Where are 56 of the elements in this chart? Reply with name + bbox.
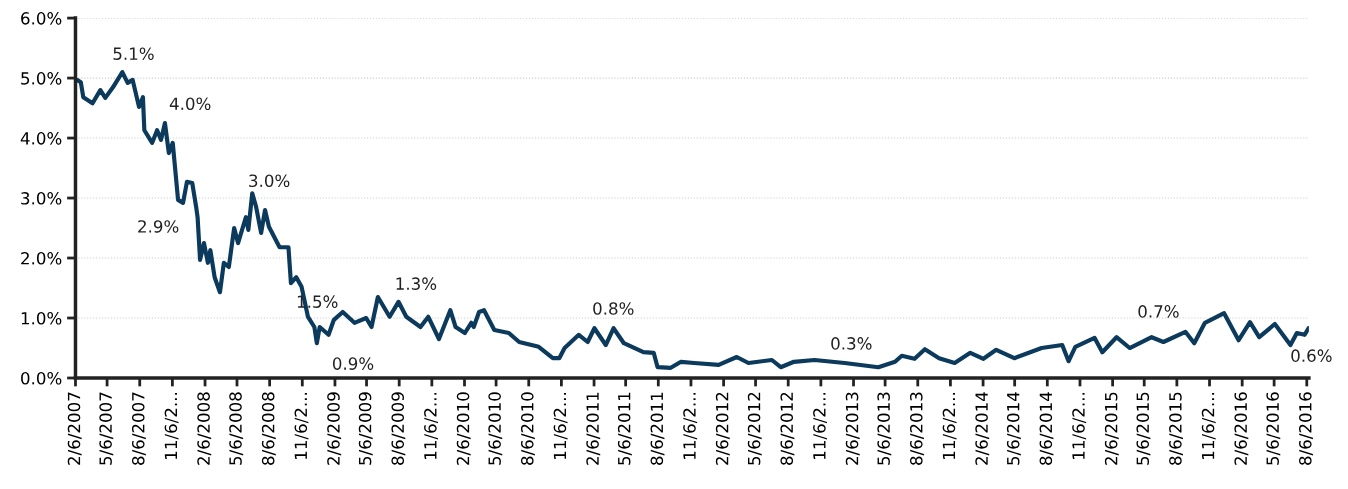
x-tick-label: 8/6/2010 <box>520 392 535 465</box>
annotation: 5.1% <box>113 47 154 60</box>
x-tick-label: 2/6/2013 <box>845 392 860 465</box>
x-tick-label: 5/6/2007 <box>99 392 114 465</box>
x-tick-label: 5/6/2012 <box>747 392 762 465</box>
annotation: 2.9% <box>138 220 179 233</box>
x-tick-label: 11/6/2... <box>553 392 568 459</box>
x-tick-label: 2/6/2011 <box>586 392 601 465</box>
x-tick-label: 11/6/2... <box>813 392 828 459</box>
y-tick-label: 5.0% <box>21 72 62 85</box>
x-tick-label: 8/6/2013 <box>909 392 924 465</box>
x-tick-label: 5/6/2016 <box>1266 392 1281 465</box>
y-tick-label: 4.0% <box>20 132 62 145</box>
annotation: 0.6% <box>1291 349 1332 362</box>
annotation: 0.7% <box>1138 305 1179 318</box>
annotation: 0.3% <box>831 337 872 350</box>
y-tick-label: 2.0% <box>21 251 62 265</box>
x-tick-label: 8/6/2011 <box>650 392 665 465</box>
x-tick-label: 8/6/2008 <box>261 392 276 465</box>
annotation: 3.0% <box>249 174 290 188</box>
x-tick-label: 11/6/2... <box>1201 392 1216 459</box>
x-tick-label: 2/6/2008 <box>197 392 212 465</box>
x-tick-label: 5/6/2011 <box>617 392 632 465</box>
x-tick-label: 11/6/2... <box>683 392 698 459</box>
x-tick-label: 11/6/2... <box>942 392 957 459</box>
x-tick-label: 11/6/2... <box>1072 392 1087 459</box>
x-tick-label: 2/6/2014 <box>975 392 990 465</box>
x-tick-label: 2/6/2015 <box>1104 392 1119 465</box>
x-tick-label: 8/6/2009 <box>391 392 406 465</box>
annotation: 0.8% <box>593 302 634 315</box>
x-tick-label: 8/6/2015 <box>1169 392 1184 465</box>
x-tick-label: 5/6/2009 <box>358 392 373 465</box>
y-tick-label: 6.0% <box>21 12 62 25</box>
x-tick-label: 8/6/2016 <box>1299 392 1313 465</box>
x-tick-label: 2/6/2012 <box>715 392 730 465</box>
x-tick-label: 5/6/2013 <box>877 392 892 465</box>
x-tick-label: 2/6/2016 <box>1234 392 1249 465</box>
annotation: 4.0% <box>169 97 211 111</box>
y-tick-label: 3.0% <box>21 192 62 205</box>
x-tick-label: 2/6/2009 <box>327 392 342 465</box>
annotation: 0.9% <box>332 357 374 370</box>
x-tick-label: 5/6/2008 <box>229 392 244 465</box>
x-tick-label: 8/6/2012 <box>780 392 795 465</box>
x-tick-label: 8/6/2007 <box>131 392 146 465</box>
x-tick-label: 8/6/2014 <box>1039 392 1054 465</box>
y-tick-label: 1.0% <box>21 311 62 325</box>
x-tick-label: 11/6/2... <box>424 392 438 459</box>
x-tick-label: 11/6/2... <box>294 392 309 459</box>
annotation: 1.3% <box>396 277 437 290</box>
x-tick-label: 11/6/2... <box>164 392 179 459</box>
x-tick-label: 5/6/2015 <box>1136 392 1151 465</box>
x-tick-label: 5/6/2014 <box>1006 392 1021 465</box>
x-tick-label: 5/6/2010 <box>488 392 503 465</box>
y-tick-label: 0.0% <box>21 371 62 385</box>
x-tick-label: 2/6/2010 <box>456 392 471 465</box>
x-tick-label: 2/6/2007 <box>67 392 82 465</box>
